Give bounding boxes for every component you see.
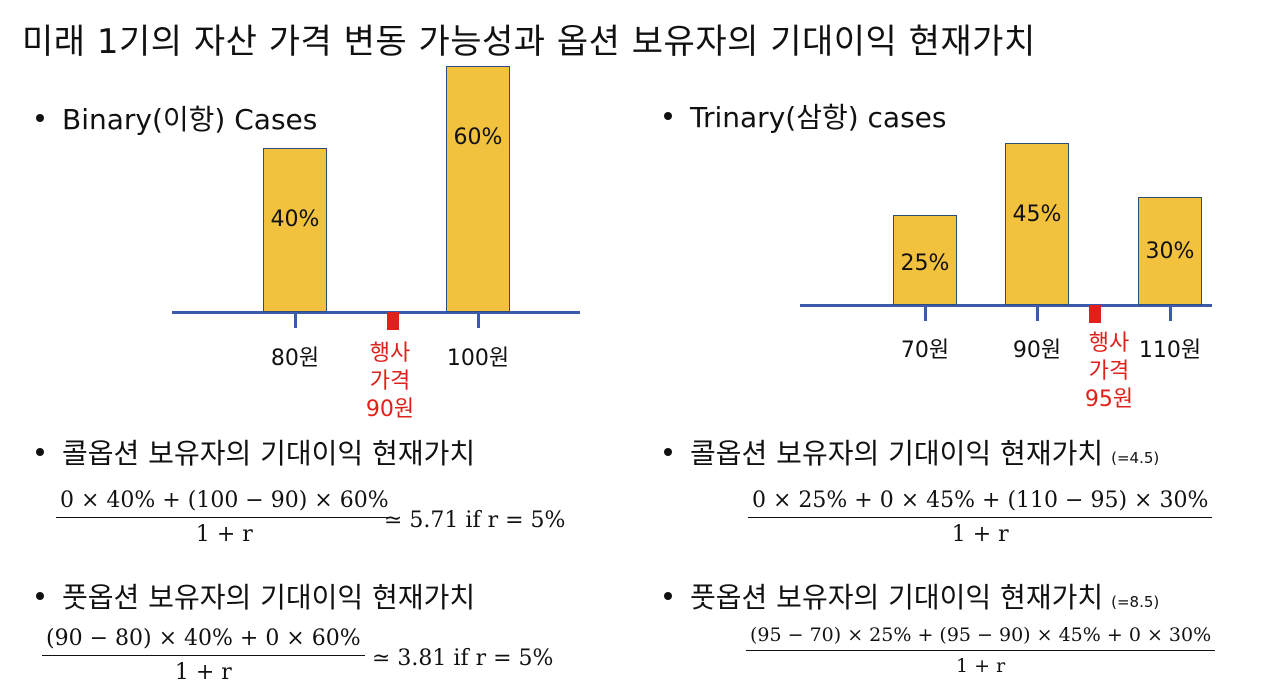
trinary-put-formula: (95 − 70) × 25% + (95 − 90) × 45% + 0 × …	[746, 624, 1216, 677]
binary-tick-label-0: 80원	[270, 346, 320, 371]
trinary-tick-label-1: 90원	[1012, 338, 1062, 363]
binary-strike-label: 행사 가격 90원	[360, 340, 420, 424]
trinary-call-denominator: 1 + r	[951, 522, 1009, 547]
bullet-dot-icon	[36, 114, 44, 122]
trinary-axis-line	[800, 304, 1212, 307]
trinary-put-numerator: (95 − 70) × 25% + (95 − 90) × 45% + 0 × …	[750, 624, 1212, 646]
trinary-tick-1	[1036, 305, 1039, 321]
trinary-bar-label-2: 30%	[1145, 238, 1195, 264]
binary-heading: Binary(이항) Cases	[36, 98, 317, 138]
binary-strike-line-3: 90원	[365, 397, 415, 422]
binary-tick-label-1: 100원	[446, 346, 510, 371]
binary-heading-text: Binary(이항) Cases	[62, 103, 318, 136]
trinary-put-heading: 풋옵션 보유자의 기대이익 현재가치 (=8.5)	[664, 576, 1159, 616]
fraction-line	[56, 517, 393, 518]
bullet-dot-icon	[664, 112, 672, 120]
binary-put-formula: (90 − 80) × 40% + 0 × 60% 1 + r	[42, 626, 365, 685]
trinary-bar-2	[1138, 197, 1202, 305]
binary-tick-0	[294, 312, 297, 328]
trinary-strike-line-2: 가격	[1088, 359, 1130, 384]
binary-put-numerator: (90 − 80) × 40% + 0 × 60%	[46, 626, 361, 651]
page-title: 미래 1기의 자산 가격 변동 가능성과 옵션 보유자의 기대이익 현재가치	[22, 22, 1036, 62]
trinary-bar-0	[893, 215, 957, 305]
bullet-dot-icon	[664, 448, 672, 456]
binary-put-result: ≃ 3.81 if r = 5%	[372, 646, 554, 671]
trinary-tick-0	[924, 305, 927, 321]
binary-call-result: ≃ 5.71 if r = 5%	[384, 508, 566, 533]
trinary-put-note: (=8.5)	[1111, 593, 1160, 611]
binary-put-heading: 풋옵션 보유자의 기대이익 현재가치	[36, 576, 475, 616]
trinary-bar-label-1: 45%	[1012, 202, 1062, 227]
binary-bar-label-1: 60%	[453, 125, 503, 150]
binary-call-denominator: 1 + r	[195, 522, 253, 547]
trinary-bar-label-0: 25%	[900, 250, 950, 276]
trinary-put-heading-text: 풋옵션 보유자의 기대이익 현재가치	[690, 581, 1104, 614]
binary-strike-marker	[387, 312, 399, 330]
trinary-call-numerator: 0 × 25% + 0 × 45% + (110 − 95) × 30%	[752, 488, 1209, 513]
trinary-call-formula: 0 × 25% + 0 × 45% + (110 − 95) × 30% 1 +…	[748, 488, 1213, 547]
trinary-tick-2	[1169, 305, 1172, 321]
bullet-dot-icon	[664, 592, 672, 600]
fraction-line	[42, 655, 365, 656]
fraction-line	[746, 650, 1216, 651]
binary-put-heading-text: 풋옵션 보유자의 기대이익 현재가치	[62, 581, 476, 614]
binary-call-formula: 0 × 40% + (100 − 90) × 60% 1 + r	[56, 488, 393, 547]
trinary-heading-text: Trinary(삼항) cases	[690, 101, 947, 134]
trinary-strike-line-3: 95원	[1084, 387, 1134, 412]
binary-call-heading-text: 콜옵션 보유자의 기대이익 현재가치	[62, 437, 476, 470]
trinary-heading: Trinary(삼항) cases	[664, 96, 947, 136]
binary-strike-line-1: 행사	[369, 341, 411, 366]
trinary-call-heading: 콜옵션 보유자의 기대이익 현재가치 (=4.5)	[664, 432, 1159, 472]
bullet-dot-icon	[36, 448, 44, 456]
binary-axis-line	[172, 311, 580, 314]
binary-call-heading: 콜옵션 보유자의 기대이익 현재가치	[36, 432, 475, 472]
trinary-strike-marker	[1089, 305, 1101, 323]
trinary-call-note: (=4.5)	[1111, 449, 1160, 467]
trinary-call-heading-text: 콜옵션 보유자의 기대이익 현재가치	[690, 437, 1104, 470]
binary-strike-line-2: 가격	[369, 369, 411, 394]
trinary-strike-line-1: 행사	[1088, 331, 1130, 356]
binary-call-numerator: 0 × 40% + (100 − 90) × 60%	[60, 488, 389, 513]
binary-put-denominator: 1 + r	[174, 660, 232, 685]
trinary-bar-1	[1005, 143, 1069, 305]
trinary-tick-label-0: 70원	[900, 338, 950, 363]
binary-bar-0	[263, 148, 327, 312]
trinary-strike-label: 행사 가격 95원	[1079, 330, 1139, 414]
binary-bar-1	[446, 66, 510, 312]
trinary-put-denominator: 1 + r	[955, 655, 1006, 677]
fraction-line	[748, 517, 1213, 518]
trinary-tick-label-2: 110원	[1138, 338, 1202, 363]
binary-tick-1	[477, 312, 480, 328]
binary-bar-label-0: 40%	[270, 207, 320, 232]
bullet-dot-icon	[36, 592, 44, 600]
